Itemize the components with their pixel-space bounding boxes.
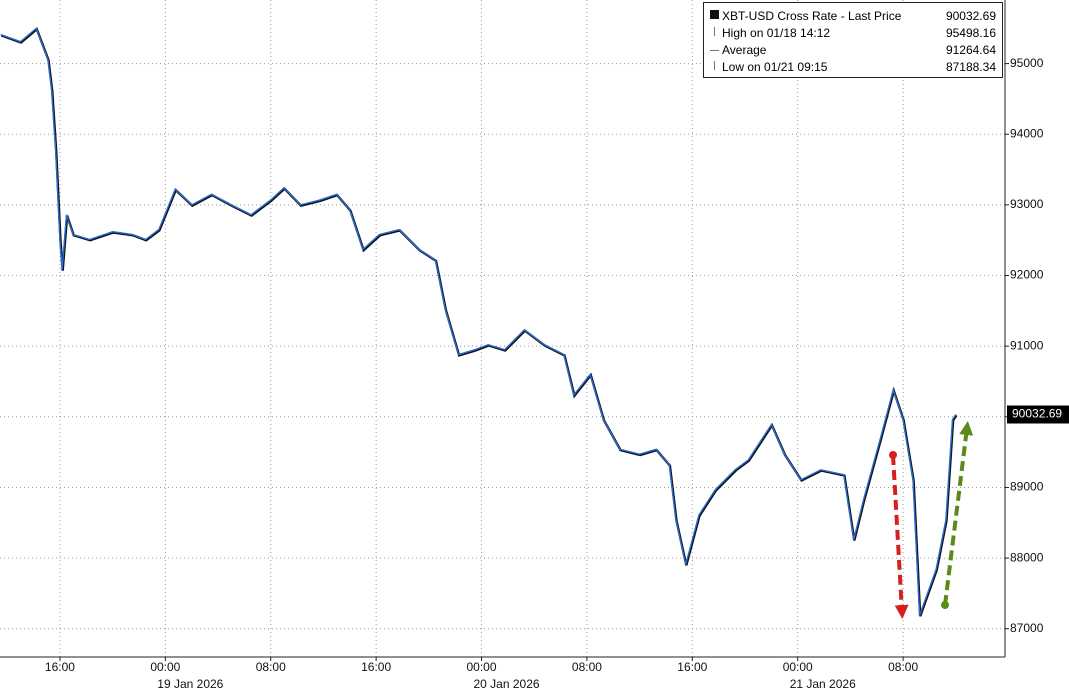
- date-label: 21 Jan 2026: [790, 677, 856, 691]
- y-tick-label: 95000: [1010, 56, 1044, 70]
- stat-value: 91264.64: [945, 43, 996, 57]
- legend-name: XBT-USD Cross Rate - Last Price: [722, 9, 902, 23]
- x-tick-label: 16:00: [45, 660, 75, 674]
- stat-value: 87188.34: [945, 60, 996, 74]
- y-tick-label: 89000: [1010, 480, 1044, 494]
- legend-row: Average 91264.64: [710, 43, 996, 59]
- stat-label: High on 01/18 14:12: [722, 26, 831, 40]
- legend: XBT-USD Cross Rate - Last Price 90032.69 …: [703, 2, 1003, 78]
- up-arrow: [943, 421, 974, 606]
- x-tick-label: 00:00: [150, 660, 180, 674]
- stat-value: 95498.16: [945, 26, 996, 40]
- y-tick-label: 92000: [1010, 268, 1044, 282]
- price-line: [0, 27, 957, 616]
- x-tick-label: 08:00: [572, 660, 602, 674]
- y-tick-label: 93000: [1010, 197, 1044, 211]
- stat-label: Average: [722, 43, 767, 57]
- arrow-start: [941, 601, 949, 609]
- y-tick-label: 94000: [1010, 126, 1044, 140]
- last-price-label: 90032.69: [1012, 407, 1062, 421]
- line-shadow: [0, 27, 958, 617]
- legend-value: 90032.69: [945, 9, 996, 23]
- down-arrow: [891, 454, 909, 619]
- date-label: 19 Jan 2026: [157, 677, 223, 691]
- x-tick-label: 00:00: [467, 660, 497, 674]
- y-tick-label: 91000: [1010, 338, 1044, 352]
- x-tick-label: 00:00: [783, 660, 813, 674]
- stat-label: Low on 01/21 09:15: [722, 60, 828, 74]
- legend-row: Low on 01/21 09:15 87188.34: [714, 60, 996, 76]
- legend-row: XBT-USD Cross Rate - Last Price 90032.69: [710, 9, 996, 25]
- date-label: 20 Jan 2026: [473, 677, 539, 691]
- x-tick-label: 08:00: [888, 660, 918, 674]
- x-tick-label: 16:00: [677, 660, 707, 674]
- x-tick-label: 08:00: [256, 660, 286, 674]
- last-price-box: [1007, 405, 1069, 424]
- legend-row: High on 01/18 14:12 95498.16: [714, 26, 996, 42]
- x-tick-label: 16:00: [361, 660, 391, 674]
- y-tick-label: 88000: [1010, 550, 1044, 564]
- y-tick-label: 87000: [1010, 621, 1044, 635]
- arrow-start: [889, 451, 897, 459]
